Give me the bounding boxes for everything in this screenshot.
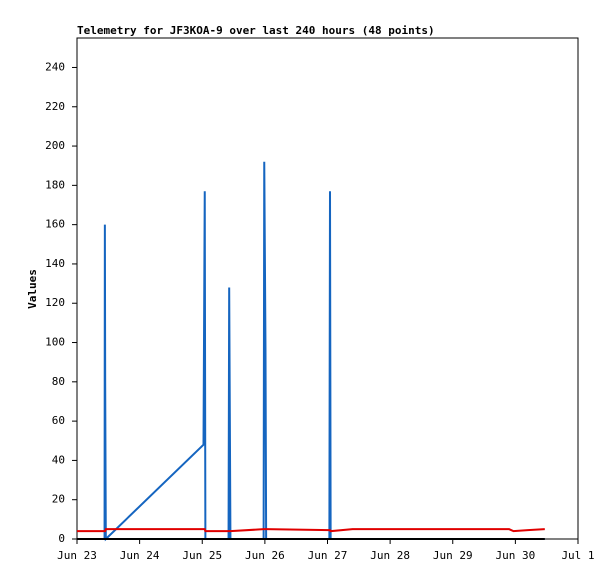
y-tick-label: 20 [52,493,65,506]
y-tick-label: 120 [45,296,65,309]
x-tick-label: Jun 25 [182,549,222,562]
y-tick-label: 160 [45,218,65,231]
y-tick-label: 60 [52,414,65,427]
y-tick-label: 220 [45,100,65,113]
x-tick-label: Jun 26 [245,549,285,562]
x-tick-label: Jul 1 [561,549,594,562]
y-tick-label: 0 [58,532,65,545]
y-tick-label: 100 [45,336,65,349]
x-tick-label: Jun 30 [496,549,536,562]
y-tick-label: 140 [45,257,65,270]
y-tick-label: 80 [52,375,65,388]
y-tick-label: 40 [52,453,65,466]
series-line [77,161,545,542]
x-tick-label: Jun 27 [308,549,348,562]
y-tick-label: 240 [45,60,65,73]
plot-frame [76,37,579,540]
y-tick-label: 200 [45,139,65,152]
y-tick-label: 180 [45,178,65,191]
x-tick-label: Jun 24 [120,549,160,562]
series-line [77,528,545,533]
x-tick-label: Jun 29 [433,549,473,562]
chart-title: Telemetry for JF3KOA-9 over last 240 hou… [77,24,435,37]
x-tick-label: Jun 23 [57,549,97,562]
x-tick-label: Jun 28 [370,549,410,562]
y-axis-label: Values [26,269,39,309]
